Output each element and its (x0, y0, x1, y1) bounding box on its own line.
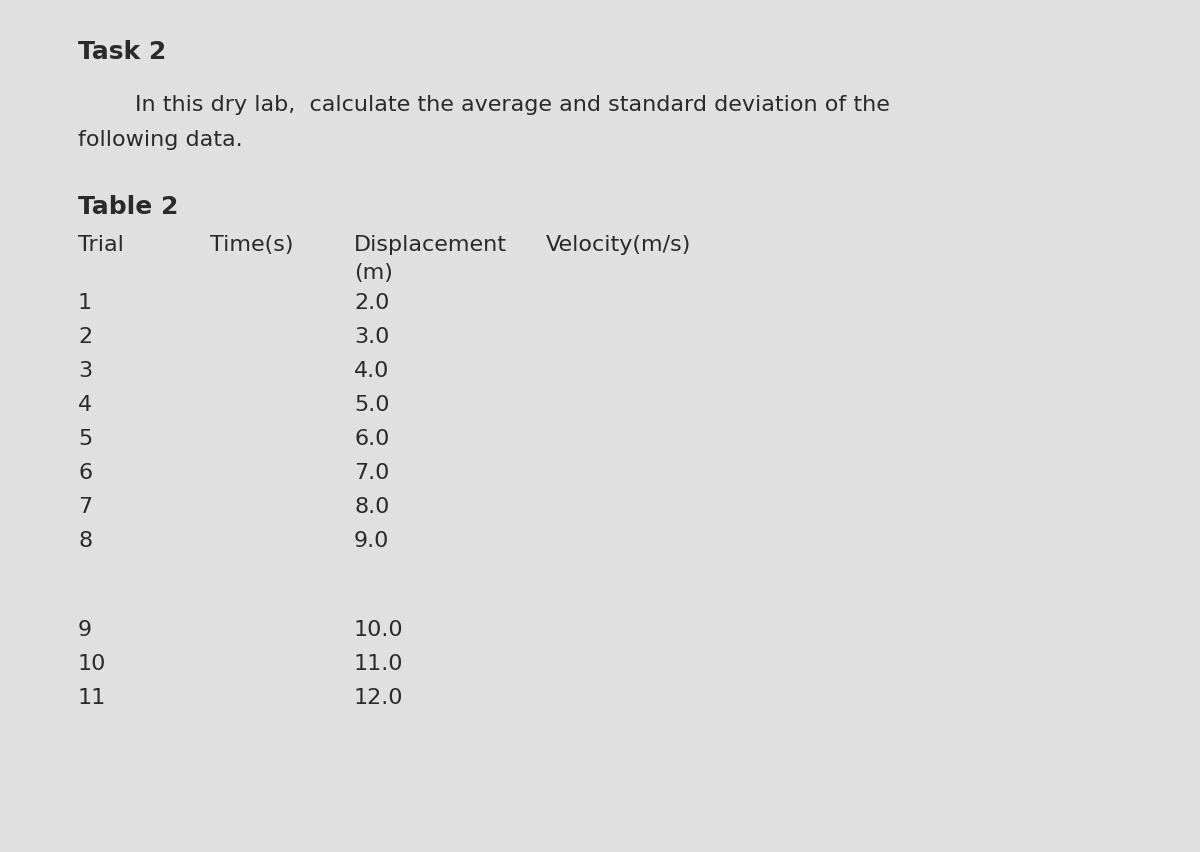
Text: 7: 7 (78, 497, 92, 516)
Text: 4: 4 (78, 394, 92, 415)
Text: 1: 1 (78, 292, 92, 313)
Text: 3: 3 (78, 360, 92, 381)
Text: 2: 2 (78, 326, 92, 347)
Text: following data.: following data. (78, 130, 242, 150)
Text: (m): (m) (354, 262, 392, 283)
Text: 6: 6 (78, 463, 92, 482)
Text: Displacement: Displacement (354, 234, 508, 255)
Text: Task 2: Task 2 (78, 40, 167, 64)
Text: Trial: Trial (78, 234, 124, 255)
Text: 9.0: 9.0 (354, 531, 389, 550)
Text: Table 2: Table 2 (78, 195, 179, 219)
Text: 6.0: 6.0 (354, 429, 389, 448)
Text: 5.0: 5.0 (354, 394, 390, 415)
Text: 5: 5 (78, 429, 92, 448)
Text: 8.0: 8.0 (354, 497, 389, 516)
Text: 10: 10 (78, 653, 107, 673)
Text: 9: 9 (78, 619, 92, 639)
Text: Time(s): Time(s) (210, 234, 294, 255)
Text: 8: 8 (78, 531, 92, 550)
Text: 4.0: 4.0 (354, 360, 389, 381)
Text: 10.0: 10.0 (354, 619, 403, 639)
Text: 7.0: 7.0 (354, 463, 389, 482)
Text: 11.0: 11.0 (354, 653, 403, 673)
Text: 3.0: 3.0 (354, 326, 389, 347)
Text: Velocity(m/s): Velocity(m/s) (546, 234, 691, 255)
Text: 2.0: 2.0 (354, 292, 389, 313)
Text: 11: 11 (78, 688, 107, 707)
Text: In this dry lab,  calculate the average and standard deviation of the: In this dry lab, calculate the average a… (78, 95, 890, 115)
Text: 12.0: 12.0 (354, 688, 403, 707)
